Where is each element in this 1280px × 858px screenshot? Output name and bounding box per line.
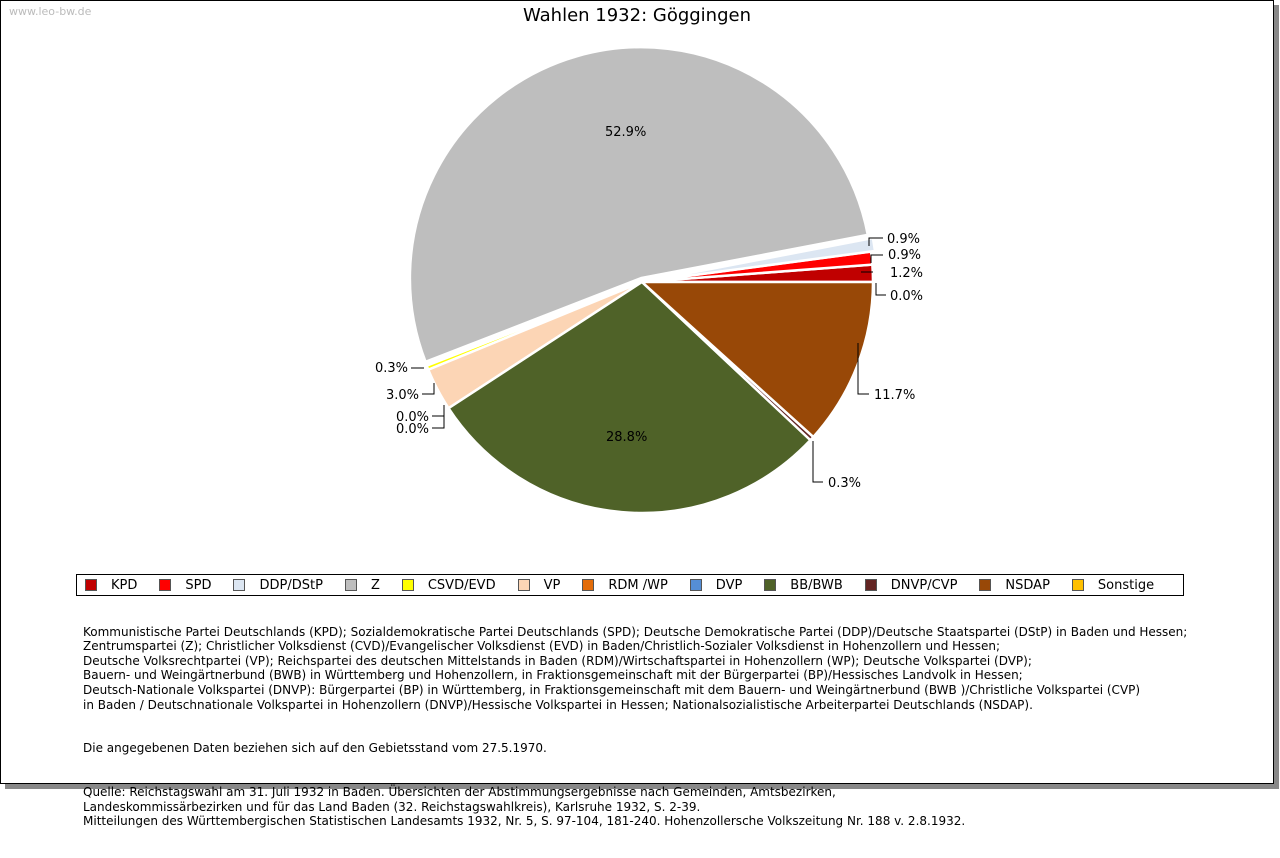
watermark: www.leo-bw.de: [9, 5, 92, 18]
legend-swatch: [233, 579, 246, 591]
data-label-rdm-wp: 0.0%: [396, 410, 429, 425]
legend-swatch: [85, 579, 97, 591]
pie-slice-z: [408, 45, 870, 364]
data-label-dvp: 0.0%: [396, 422, 429, 437]
legend-swatch: [582, 579, 595, 591]
label-leader-line: [870, 254, 883, 263]
label-leader-line: [857, 343, 869, 395]
label-leader-line: [432, 405, 445, 417]
data-label-bb-bwb: 28.8%: [606, 430, 647, 445]
data-label-spd: 0.9%: [888, 248, 921, 263]
legend-item: Sonstige: [1071, 577, 1155, 593]
chart-title: Wahlen 1932: Göggingen: [522, 5, 751, 26]
legend-item: Z: [344, 577, 380, 593]
legend-label: SPD: [185, 577, 212, 593]
legend-swatch: [764, 579, 777, 591]
notes: Kommunistische Partei Deutschlands (KPD)…: [83, 610, 1187, 858]
legend-item: DDP/DStP: [233, 577, 323, 593]
party-notes: Kommunistische Partei Deutschlands (KPD)…: [83, 624, 1188, 712]
legend-label: DDP/DStP: [259, 577, 323, 593]
legend-label: RDM /WP: [608, 577, 668, 593]
legend-item: KPD: [85, 578, 137, 593]
data-label-dnvp-cvp: 0.3%: [828, 476, 861, 491]
legend-swatch: [689, 579, 702, 591]
legend-item: DVP: [689, 577, 743, 593]
data-label-sonstige: 0.0%: [890, 289, 923, 304]
legend-item: DNVP/CVP: [864, 577, 958, 593]
legend-label: Sonstige: [1097, 577, 1155, 593]
legend-swatch: [159, 579, 172, 591]
label-leader-line: [868, 237, 883, 246]
data-label-vp: 3.0%: [386, 388, 419, 403]
legend-label: NSDAP: [1005, 577, 1050, 593]
legend-item: RDM /WP: [582, 577, 668, 593]
pie-slice-bb-bwb: [446, 280, 813, 515]
legend: KPD SPD DDP/DStP Z CSVD/EVD VP RDM /WP DVP BB/BW…: [76, 574, 1184, 596]
legend-swatch: [1071, 579, 1084, 591]
data-label-z: 52.9%: [605, 125, 646, 140]
data-label-kpd: 1.2%: [890, 266, 923, 281]
data-label-csvd-evd: 0.3%: [375, 361, 408, 376]
data-label-nsdap: 11.7%: [874, 388, 915, 403]
legend-item: BB/BWB: [764, 577, 843, 593]
legend-swatch: [864, 579, 877, 591]
label-leader-line: [812, 441, 823, 483]
legend-item: VP: [517, 577, 561, 593]
data-label-ddp-dstp: 0.9%: [887, 232, 920, 247]
source-note: Quelle: Reichstagswahl am 31. Juli 1932 …: [83, 785, 966, 829]
legend-item: NSDAP: [979, 578, 1050, 593]
legend-swatch: [517, 579, 530, 591]
legend-swatch: [344, 579, 357, 591]
pie-chart: 1.2%0.9%0.9%52.9%0.3%3.0%0.0%0.0%28.8%0.…: [375, 45, 923, 515]
legend-swatch: [401, 579, 414, 591]
legend-label: DVP: [715, 577, 743, 593]
label-leader-line: [432, 416, 445, 429]
legend-item: CSVD/EVD: [401, 577, 496, 593]
legend-label: DNVP/CVP: [890, 577, 958, 593]
legend-swatch: [979, 579, 992, 591]
legend-item: SPD: [159, 578, 211, 593]
legend-label: BB/BWB: [790, 577, 843, 593]
legend-label: VP: [543, 577, 561, 593]
legend-label: Z: [370, 577, 380, 593]
chart-frame: www.leo-bw.de Wahlen 1932: Göggingen 1.2…: [0, 0, 1274, 828]
legend-label: CSVD/EVD: [427, 577, 496, 593]
legend-label: KPD: [111, 577, 138, 593]
territory-note: Die angegebenen Daten beziehen sich auf …: [83, 741, 547, 756]
label-leader-line: [422, 383, 435, 395]
label-leader-line: [875, 283, 886, 296]
